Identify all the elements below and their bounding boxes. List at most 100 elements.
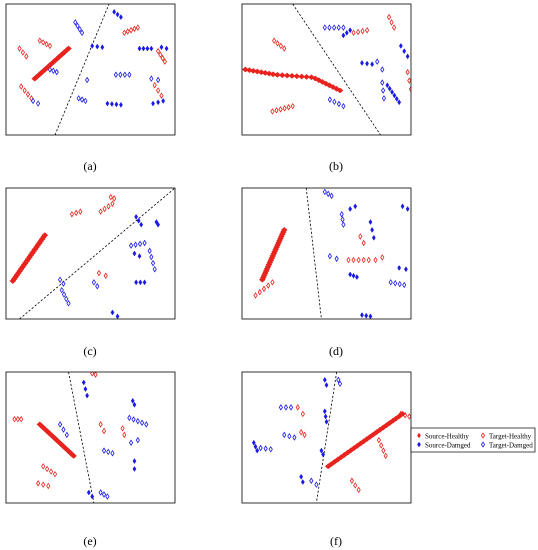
point-source-healthy (278, 72, 286, 79)
point-source-damaged (324, 418, 329, 425)
point-target-damaged (77, 26, 82, 33)
point-target-healthy (407, 77, 411, 84)
point-target-damaged (263, 445, 268, 452)
point-source-damaged (100, 44, 105, 51)
plot-area (251, 372, 411, 503)
point-target-damaged (95, 283, 100, 290)
point-target-damaged (309, 477, 314, 484)
point-target-healthy (356, 486, 361, 494)
point-target-healthy (41, 39, 46, 46)
point-source-damaged (83, 386, 88, 392)
point-target-healthy (364, 26, 370, 34)
point-target-damaged (58, 421, 63, 428)
point-target-healthy (290, 102, 295, 110)
point-target-healthy (48, 468, 54, 475)
panel-label: (c) (83, 344, 96, 358)
point-target-healthy (349, 477, 354, 484)
point-target-damaged (152, 265, 157, 273)
point-target-healthy (380, 254, 385, 261)
decision-boundary (305, 188, 322, 319)
point-target-damaged (375, 58, 380, 65)
point-target-healthy (358, 233, 363, 240)
point-source-damaged (402, 48, 407, 55)
point-source-damaged (134, 279, 139, 286)
point-target-healthy (346, 256, 351, 264)
point-target-healthy (12, 415, 17, 423)
point-target-healthy (253, 292, 258, 299)
point-target-healthy (152, 81, 157, 89)
point-source-damaged (300, 479, 305, 486)
point-target-healthy (282, 45, 287, 52)
decision-boundary (54, 4, 110, 135)
point-target-damaged (83, 97, 88, 105)
point-target-damaged (85, 76, 90, 84)
point-source-damaged (360, 59, 364, 66)
point-target-healthy (408, 85, 411, 93)
point-source-damaged (132, 458, 137, 465)
point-source-damaged (156, 99, 160, 106)
point-source-damaged (351, 272, 356, 279)
point-source-damaged (164, 45, 169, 52)
point-target-damaged (61, 291, 67, 298)
point-source-healthy (41, 232, 49, 239)
point-target-healthy (351, 256, 356, 264)
point-source-damaged (355, 274, 359, 281)
point-target-damaged (339, 210, 344, 218)
point-target-healthy (278, 42, 283, 50)
point-target-healthy (386, 13, 392, 21)
point-target-damaged (322, 188, 327, 196)
plot-area (242, 4, 411, 135)
point-target-damaged (101, 491, 107, 498)
point-source-damaged (110, 101, 114, 107)
point-source-damaged (348, 27, 353, 34)
legend-entry-source-healthy: Source-Healthy (417, 433, 469, 441)
point-source-damaged (324, 382, 329, 389)
point-source-damaged (105, 100, 110, 107)
plot-area (9, 188, 175, 319)
point-target-damaged (336, 376, 341, 384)
point-target-healthy (132, 25, 137, 33)
point-target-healthy (15, 415, 20, 423)
point-target-healthy (93, 372, 98, 378)
panel-e: (e) (5, 371, 176, 548)
point-target-healthy (353, 482, 358, 489)
point-target-damaged (110, 449, 115, 457)
point-source-healthy (265, 70, 273, 77)
point-target-damaged (101, 447, 107, 454)
panel-label: (e) (83, 534, 96, 548)
point-target-damaged (380, 79, 385, 86)
point-target-healthy (98, 208, 103, 215)
point-target-damaged (137, 240, 143, 248)
point-source-healthy (399, 410, 406, 417)
point-target-damaged (156, 76, 161, 84)
point-target-healthy (22, 87, 27, 94)
point-source-damaged (137, 253, 142, 260)
point-source-damaged (136, 217, 141, 224)
point-target-damaged (314, 481, 319, 488)
point-target-damaged (388, 279, 393, 286)
point-source-healthy (288, 72, 296, 79)
point-target-damaged (61, 280, 66, 287)
point-target-healthy (69, 210, 74, 218)
point-target-healthy (270, 108, 275, 115)
point-target-damaged (135, 436, 140, 444)
point-target-healthy (46, 482, 51, 490)
point-target-healthy (361, 256, 366, 264)
point-source-healthy (65, 45, 72, 52)
point-source-damaged (344, 29, 349, 36)
point-target-healthy (90, 372, 95, 377)
point-source-damaged (319, 447, 324, 454)
point-target-damaged (51, 67, 56, 75)
point-target-damaged (337, 380, 343, 388)
point-target-healthy (41, 481, 46, 488)
point-target-damaged (147, 247, 152, 255)
point-target-healthy (74, 209, 79, 217)
point-source-damaged (299, 473, 304, 480)
point-target-damaged (133, 241, 138, 249)
point-target-healthy (373, 256, 378, 264)
panel-c: (c) (5, 187, 176, 358)
panel-frame (5, 187, 176, 320)
point-target-healthy (407, 413, 411, 420)
point-source-damaged (365, 60, 369, 67)
point-target-healthy (128, 26, 134, 34)
